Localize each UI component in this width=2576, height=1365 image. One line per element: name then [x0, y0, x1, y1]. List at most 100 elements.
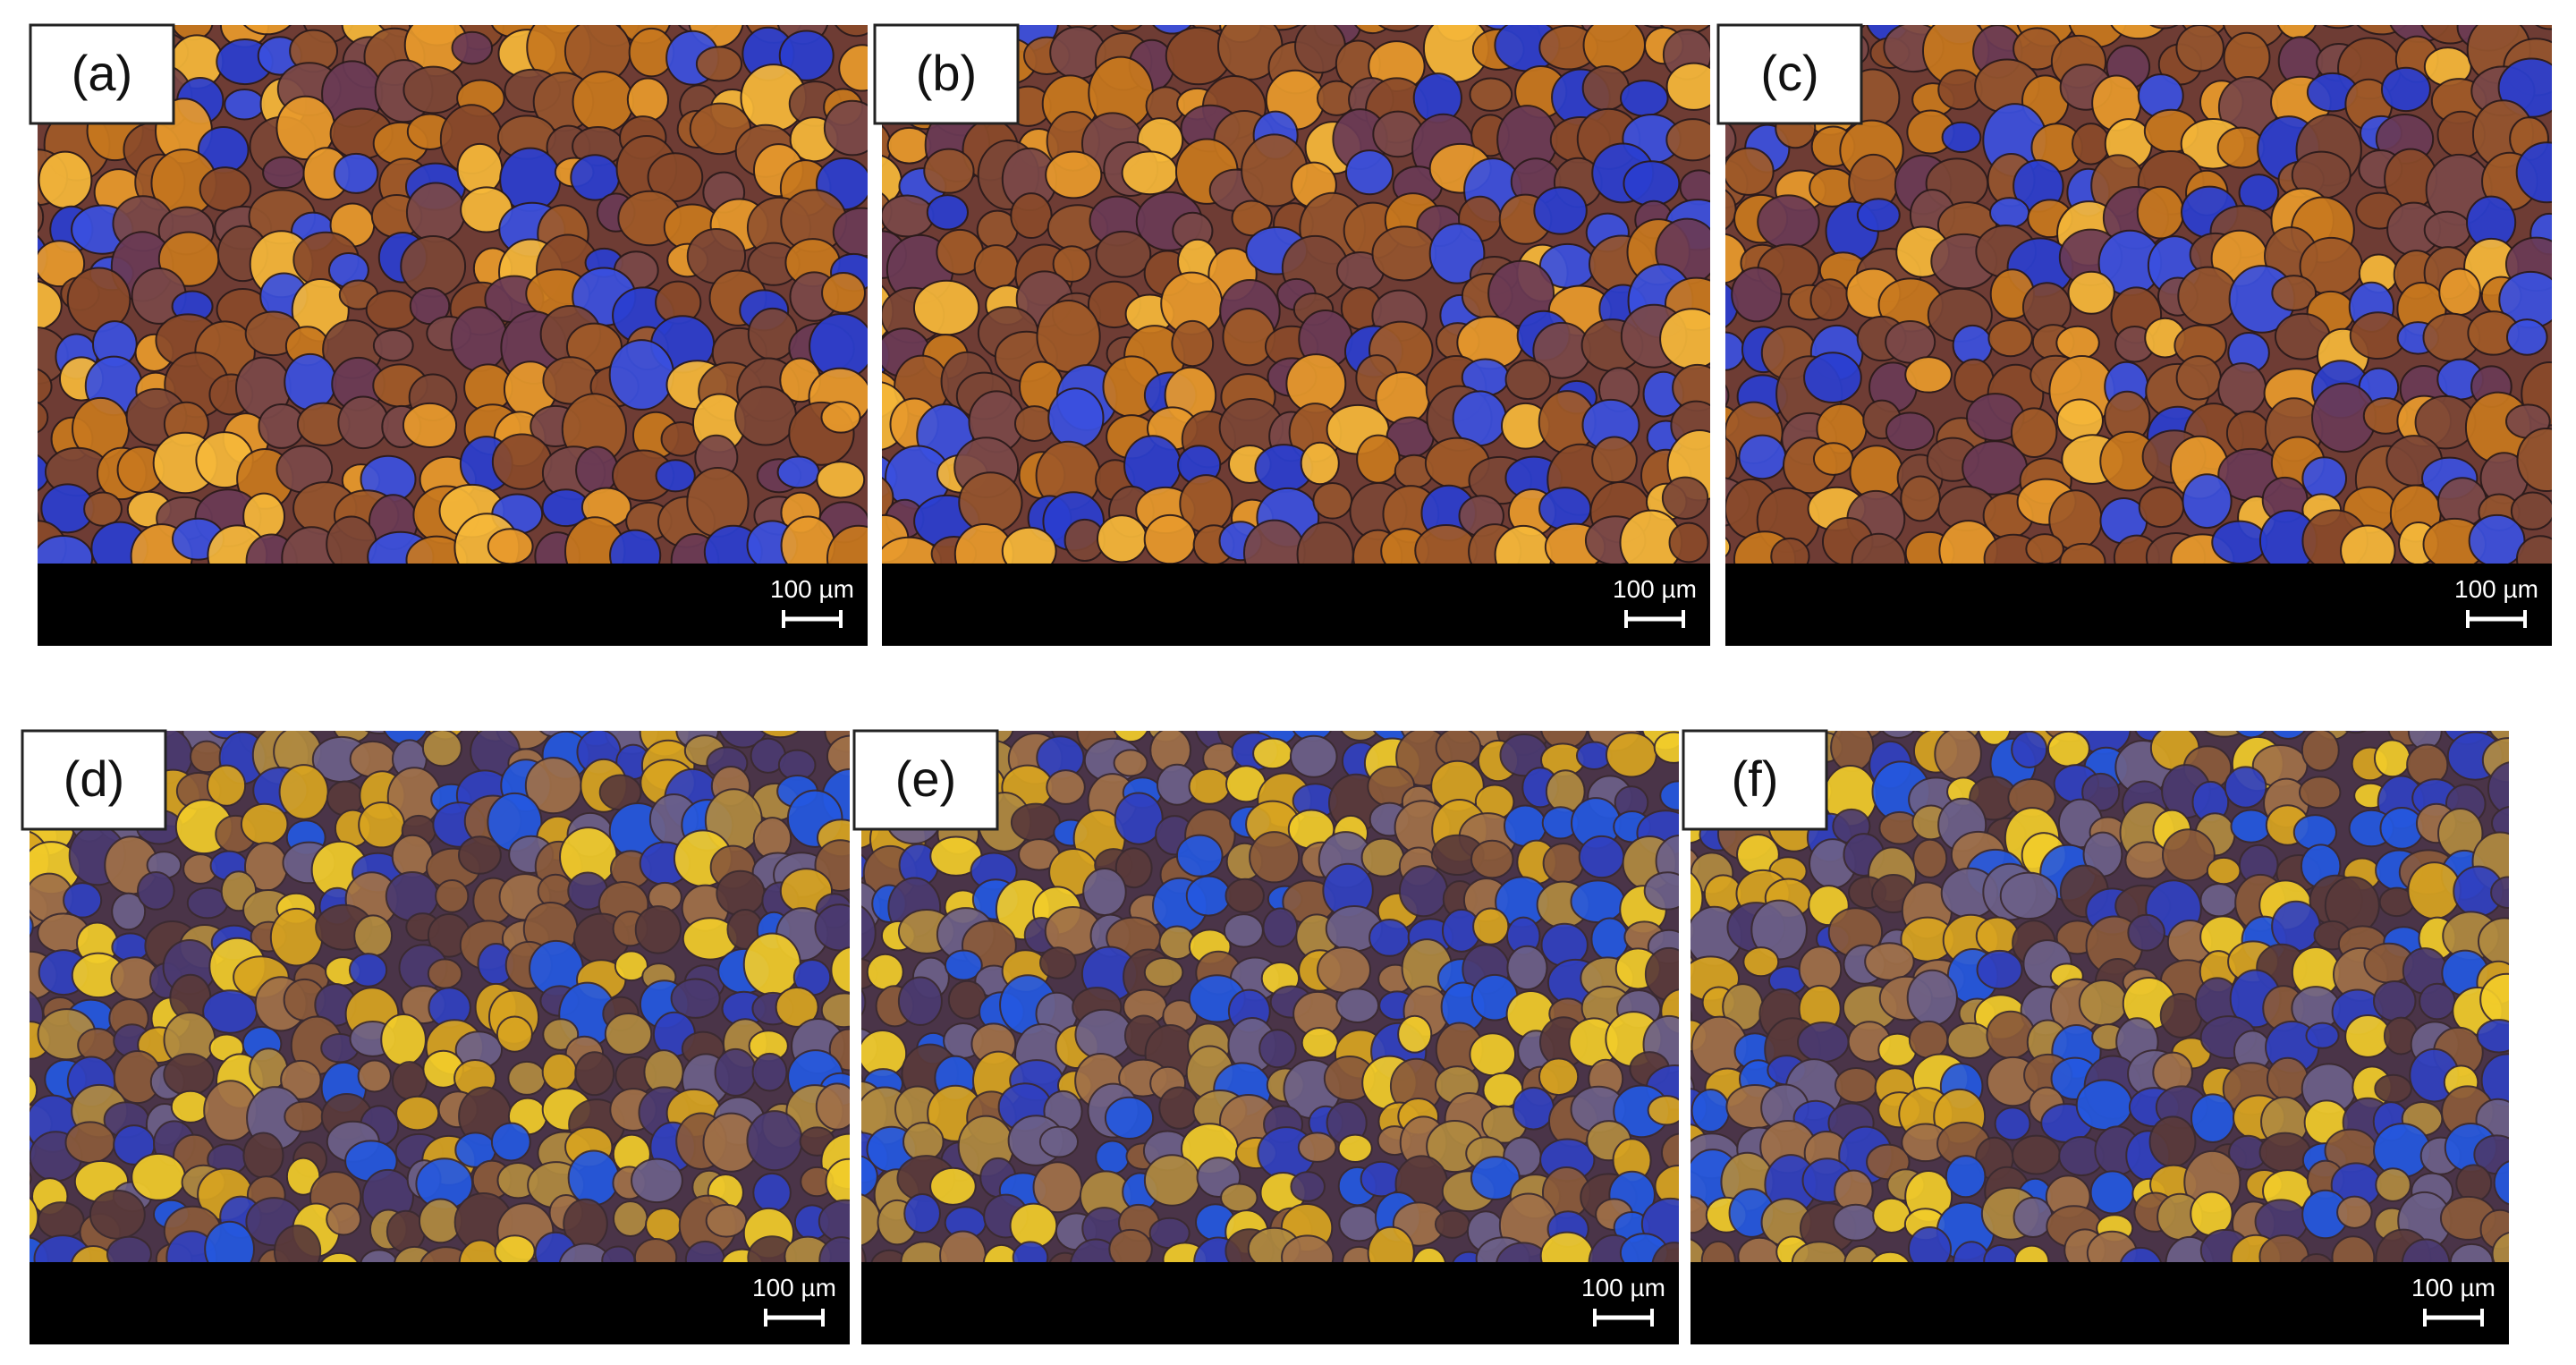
scale-bar-label: 100 µm: [770, 575, 854, 603]
grain: [814, 903, 850, 952]
grain: [240, 802, 289, 846]
grain: [333, 152, 379, 194]
grain: [612, 1200, 648, 1237]
grain: [30, 915, 34, 938]
grain: [2301, 456, 2348, 501]
grain: [360, 1249, 399, 1262]
micrograph: [1725, 25, 2552, 564]
grain: [38, 280, 63, 332]
grain: [1809, 167, 1856, 208]
grain: [2011, 731, 2048, 768]
grain: [2322, 25, 2355, 30]
grain: [284, 352, 337, 411]
grain: [2515, 535, 2552, 564]
grain: [358, 801, 406, 849]
grain: [1986, 1010, 2036, 1060]
grain: [1113, 749, 1148, 777]
grain: [1659, 308, 1710, 370]
grain: [111, 892, 147, 931]
grain: [1175, 834, 1224, 878]
grain: [1908, 1020, 1949, 1059]
grain: [1661, 476, 1709, 520]
grain: [1647, 1095, 1679, 1126]
grain: [826, 524, 868, 564]
grain: [450, 306, 508, 372]
grain: [1095, 230, 1152, 278]
grain: [631, 1157, 683, 1204]
grain: [1538, 1057, 1580, 1097]
grain: [38, 454, 50, 492]
grain: [746, 1110, 803, 1172]
grain: [2148, 1115, 2197, 1168]
scale-bar-label: 100 µm: [1581, 1274, 1665, 1301]
grain: [2344, 731, 2367, 734]
grain: [2165, 699, 2202, 728]
grain: [2419, 982, 2456, 1021]
grain: [1020, 696, 1052, 730]
grain: [37, 1201, 85, 1240]
grain: [1999, 871, 2058, 920]
grain: [2455, 1164, 2493, 1202]
scale-bar-strip: [38, 564, 868, 646]
grain: [861, 1155, 878, 1199]
label-box: [873, 23, 1020, 125]
grain: [1096, 514, 1148, 564]
panel: 100 µm (e): [852, 696, 1679, 1344]
panel: 100 µm (c): [1716, 23, 2552, 646]
scale-bar-label: 100 µm: [2411, 1274, 2496, 1301]
grain: [288, 731, 316, 735]
grain: [2075, 1079, 2133, 1132]
grain: [1976, 949, 2023, 990]
grain: [1533, 186, 1588, 235]
grain: [1001, 526, 1057, 564]
grain: [2067, 270, 2115, 315]
grain: [83, 491, 123, 527]
grain: [634, 905, 682, 954]
grain: [1108, 1228, 1153, 1262]
grain: [2515, 141, 2552, 204]
grain: [1750, 899, 1808, 961]
grain: [1143, 513, 1197, 564]
grain: [1185, 875, 1232, 917]
grain: [670, 978, 721, 1019]
grain: [487, 528, 534, 564]
grain: [821, 272, 866, 314]
grain: [402, 65, 464, 114]
grain: [542, 1018, 580, 1051]
grain: [1317, 946, 1371, 994]
grain: [38, 535, 94, 564]
grain: [1591, 436, 1638, 484]
grain: [608, 339, 675, 411]
scale-bar-strip: [30, 1262, 850, 1344]
grain: [2488, 731, 2509, 744]
grain: [742, 932, 801, 996]
grain: [1301, 1026, 1339, 1059]
panel: 100 µm (d): [21, 729, 850, 1344]
grain: [2331, 1235, 2376, 1262]
grain: [1725, 147, 1775, 196]
grain: [2089, 1170, 2135, 1215]
grain: [1742, 946, 1780, 978]
grain: [2373, 739, 2411, 778]
grain: [1904, 356, 1953, 394]
grain: [1484, 25, 1515, 30]
grain: [633, 1238, 678, 1262]
grain: [2375, 1167, 2411, 1202]
scale-bar-strip: [1690, 1262, 2509, 1344]
grain: [752, 1172, 792, 1213]
panel-label: (f): [1732, 750, 1779, 807]
panel-label: (a): [72, 45, 132, 101]
grain: [1851, 532, 1907, 564]
grain: [820, 992, 850, 1029]
grain: [626, 77, 669, 123]
grain: [2468, 513, 2526, 564]
grain: [1258, 1029, 1297, 1069]
grain: [1690, 1089, 1731, 1133]
grain: [1833, 1203, 1879, 1242]
grain: [973, 244, 1019, 290]
grain: [2149, 25, 2179, 30]
grain: [326, 1202, 362, 1236]
grain: [2072, 123, 2111, 165]
grain: [1104, 1096, 1155, 1140]
grain: [372, 329, 414, 362]
